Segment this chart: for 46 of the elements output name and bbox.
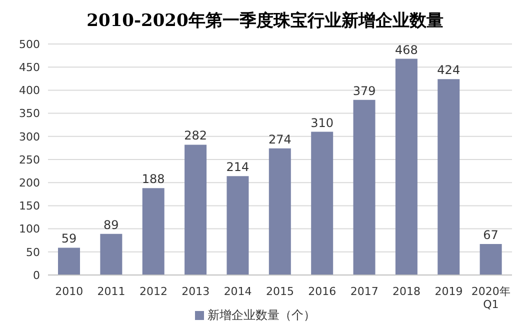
- y-tick-label: 150: [19, 200, 40, 213]
- bar: [480, 244, 502, 275]
- y-tick-label: 0: [33, 268, 40, 282]
- bar: [311, 132, 334, 275]
- x-tick-label: 2020年Q1: [471, 285, 510, 311]
- x-tick-label: 2012: [139, 285, 168, 298]
- y-tick-label: 50: [26, 246, 40, 259]
- x-tick-label: 2019: [434, 285, 463, 298]
- data-label: 379: [352, 84, 376, 98]
- y-tick-label: 100: [19, 222, 40, 236]
- data-label: 188: [142, 172, 165, 186]
- legend-label: 新增企业数量（个）: [208, 308, 316, 322]
- x-tick-label: 2013: [182, 285, 210, 298]
- bar: [226, 176, 249, 275]
- y-tick-label: 300: [19, 130, 40, 144]
- x-tick-label: 2011: [97, 285, 126, 298]
- x-tick-label: 2017: [350, 285, 378, 298]
- data-label: 89: [104, 218, 119, 232]
- data-label: 424: [437, 63, 460, 78]
- data-label: 310: [310, 116, 334, 130]
- bar: [184, 144, 207, 275]
- bar: [268, 148, 291, 275]
- x-tick-label: 2016: [308, 285, 336, 298]
- y-tick-label: 450: [19, 61, 40, 74]
- data-label: 468: [395, 42, 418, 57]
- bar: [100, 234, 122, 275]
- x-tick-label: 2014: [224, 285, 252, 298]
- data-label: 67: [483, 228, 498, 242]
- data-label: 282: [184, 128, 207, 143]
- data-label: 274: [268, 132, 292, 146]
- chart-title: 2010-2020年第一季度珠宝行业新增企业数量: [86, 10, 444, 33]
- bar: [353, 100, 376, 275]
- y-tick-label: 500: [19, 38, 40, 51]
- y-tick-label: 250: [19, 153, 40, 166]
- data-label: 214: [226, 160, 250, 174]
- y-tick-label: 200: [19, 176, 40, 190]
- x-tick-label: 2015: [266, 285, 294, 298]
- x-tick-label: 2010: [55, 285, 84, 298]
- x-tick-label: 2018: [392, 285, 421, 298]
- bar: [438, 79, 460, 275]
- bar: [142, 188, 164, 275]
- y-tick-label: 400: [19, 84, 40, 98]
- bar: [395, 58, 418, 275]
- bar: [58, 248, 80, 275]
- data-label: 59: [61, 232, 77, 246]
- y-tick-label: 350: [19, 107, 40, 120]
